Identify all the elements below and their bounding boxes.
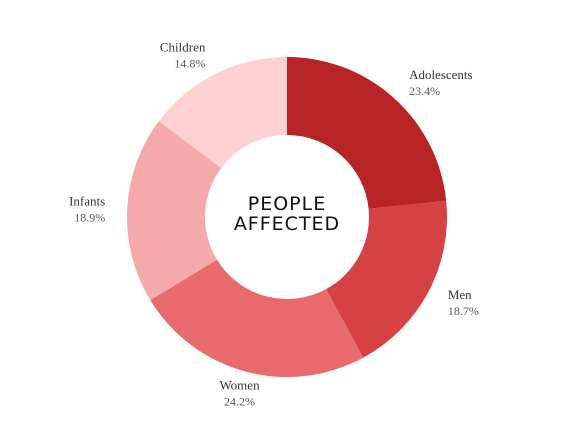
slice-label-infants: Infants 18.9% (69, 193, 105, 224)
slice-category-label: Women (219, 378, 260, 393)
slice-label-men: Men 18.7% (448, 287, 479, 318)
slice-category-label: Adolescents (409, 67, 473, 82)
slice-women (150, 259, 364, 377)
slice-category-label: Infants (69, 193, 105, 208)
slice-label-children: Children 14.8% (160, 39, 206, 70)
slice-value-label: 18.9% (74, 210, 105, 224)
slice-value-label: 23.4% (409, 84, 440, 98)
center-label-line-1: PEOPLE (248, 193, 326, 215)
slice-value-label: 24.2% (224, 395, 255, 409)
slice-category-label: Men (448, 287, 472, 302)
center-label-line-2: AFFECTED (234, 213, 340, 235)
slice-value-label: 14.8% (174, 56, 205, 70)
slice-labels: Adolescents 23.4% Men 18.7% Women 24.2% Infant… (69, 39, 479, 408)
slice-label-adolescents: Adolescents 23.4% (409, 67, 473, 98)
slice-adolescents (287, 57, 447, 209)
slice-value-label: 18.7% (448, 304, 479, 318)
slice-children (158, 57, 287, 168)
slice-men (326, 200, 447, 358)
slice-category-label: Children (160, 39, 206, 54)
slice-label-women: Women 24.2% (219, 378, 260, 409)
center-label: PEOPLE AFFECTED (234, 193, 340, 235)
slice-infants (126, 121, 222, 301)
donut-slices (126, 57, 447, 377)
